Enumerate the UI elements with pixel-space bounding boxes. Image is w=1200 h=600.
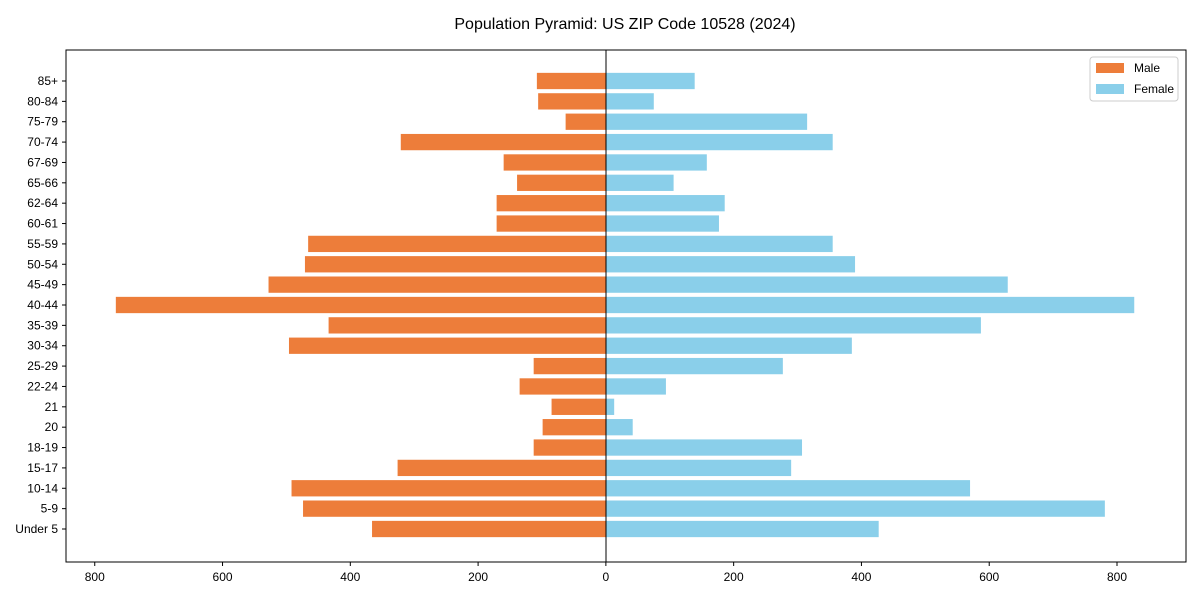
plot-frame [65,49,1187,563]
bar-male-15-17 [397,459,606,477]
bar-male-18-19 [533,439,606,456]
y-tick-label: 60-61 [27,217,58,231]
y-tick-label: 65-66 [27,176,58,190]
bar-male-50-54 [304,256,606,273]
y-tick-label: 55-59 [27,237,58,251]
bar-female-30-34 [605,337,852,354]
bar-male-75-79 [565,113,606,130]
bar-female-40-44 [605,296,1135,314]
legend-swatch-male [1096,63,1124,73]
bar-female-22-24 [605,378,666,395]
legend-label-male: Male [1134,61,1160,75]
y-tick-label: 20 [45,420,59,434]
y-tick-label: 18-19 [27,441,58,455]
bar-male-35-39 [328,317,606,334]
bar-male-10-14 [291,480,606,497]
x-tick-label: 400 [851,570,871,584]
bar-female-5-9 [605,500,1105,517]
x-tick-label: 200 [468,570,488,584]
bar-female-45-49 [605,276,1008,293]
bar-female-18-19 [605,439,803,456]
bar-female-35-39 [605,317,981,334]
bar-male-22-24 [519,378,606,395]
bar-male-5-9 [303,500,606,517]
bar-female-25-29 [605,357,783,375]
bar-male-21 [551,398,606,415]
bar-female-21 [605,398,615,415]
bar-female-50-54 [605,256,856,273]
y-tick-label: 85+ [38,74,58,88]
bar-male-55-59 [308,235,606,253]
y-tick-label: 25-29 [27,359,58,373]
y-tick-label: 10-14 [27,481,58,495]
bar-male-80-84 [538,93,606,110]
bar-male-25-29 [533,357,606,375]
y-tick-label: 15-17 [27,461,58,475]
bar-male-70-74 [400,133,606,151]
bar-female-20 [605,419,633,436]
chart-title: Population Pyramid: US ZIP Code 10528 (2… [454,16,795,33]
bar-male-30-34 [288,337,606,354]
y-tick-label: 45-49 [27,278,58,292]
bar-female-65-66 [605,174,674,191]
y-tick-label: 50-54 [27,257,58,271]
y-tick-label: 70-74 [27,135,58,149]
y-tick-label: 80-84 [27,94,58,108]
bar-female-Under 5 [605,520,879,538]
bar-female-80-84 [605,93,654,110]
bar-male-60-61 [496,215,606,232]
x-tick-label: 800 [1107,570,1127,584]
y-tick-label: 22-24 [27,379,58,393]
y-tick-label: 40-44 [27,298,58,312]
bar-male-40-44 [115,296,606,314]
y-tick-label: 67-69 [27,155,58,169]
y-tick-label: 35-39 [27,318,58,332]
x-tick-label: 600 [979,570,999,584]
bar-female-15-17 [605,459,792,477]
y-tick-label: 5-9 [41,502,59,516]
bar-male-Under 5 [372,520,606,538]
bar-male-67-69 [503,154,606,171]
bar-male-62-64 [496,195,606,212]
bar-female-70-74 [605,133,833,151]
legend-label-female: Female [1134,82,1174,96]
y-tick-label: 62-64 [27,196,58,210]
x-tick-label: 600 [213,570,233,584]
bar-female-85+ [605,72,695,90]
bar-female-75-79 [605,113,808,130]
bar-female-62-64 [605,195,725,212]
bar-male-20 [542,419,606,436]
y-tick-label: 30-34 [27,339,58,353]
legend: Male Female [1089,56,1179,102]
x-tick-label: 400 [340,570,360,584]
x-tick-label: 200 [724,570,744,584]
bar-male-45-49 [268,276,606,293]
bar-female-60-61 [605,215,719,232]
y-tick-label: 21 [45,400,59,414]
legend-swatch-female [1096,84,1124,94]
y-tick-label: 75-79 [27,115,58,129]
bar-female-10-14 [605,480,971,497]
x-tick-label: 800 [85,570,105,584]
x-tick-label: 0 [603,570,610,584]
bar-male-85+ [536,72,606,90]
bar-male-65-66 [517,174,606,191]
bar-female-55-59 [605,235,833,253]
y-tick-label: Under 5 [15,522,58,536]
bar-female-67-69 [605,154,707,171]
